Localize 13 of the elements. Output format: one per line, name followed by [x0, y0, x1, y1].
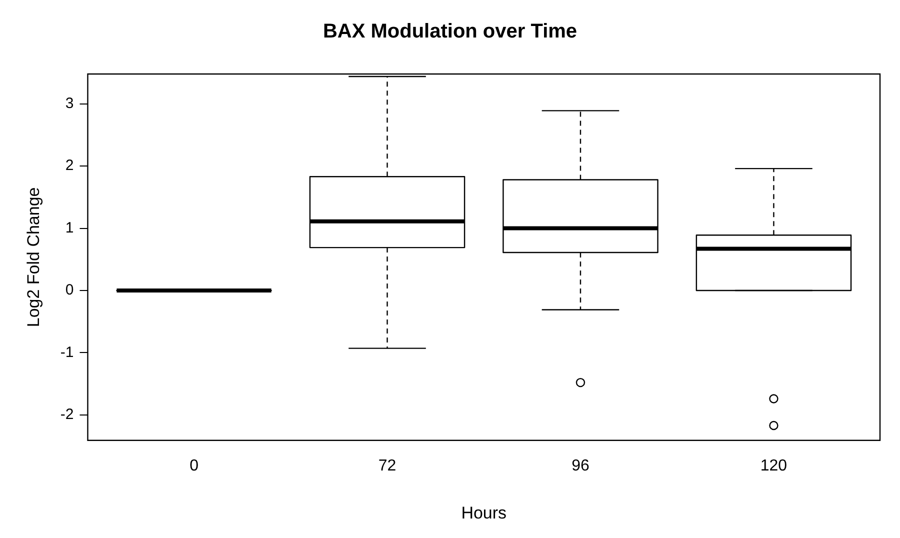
- x-tick-label: 72: [378, 457, 396, 474]
- y-tick-label: 2: [65, 157, 74, 174]
- y-tick-label: 1: [65, 219, 74, 236]
- y-tick-label: 0: [65, 282, 74, 299]
- y-axis-title: Log2 Fold Change: [24, 187, 43, 328]
- x-tick-label: 120: [760, 457, 788, 474]
- y-tick-label: 3: [65, 95, 74, 112]
- x-axis-title: Hours: [461, 503, 507, 522]
- x-tick-label: 96: [572, 457, 590, 474]
- y-tick-label: -1: [60, 344, 74, 361]
- y-tick-label: -2: [60, 406, 74, 424]
- x-tick-label: 0: [190, 457, 199, 474]
- chart-title: BAX Modulation over Time: [322, 20, 578, 43]
